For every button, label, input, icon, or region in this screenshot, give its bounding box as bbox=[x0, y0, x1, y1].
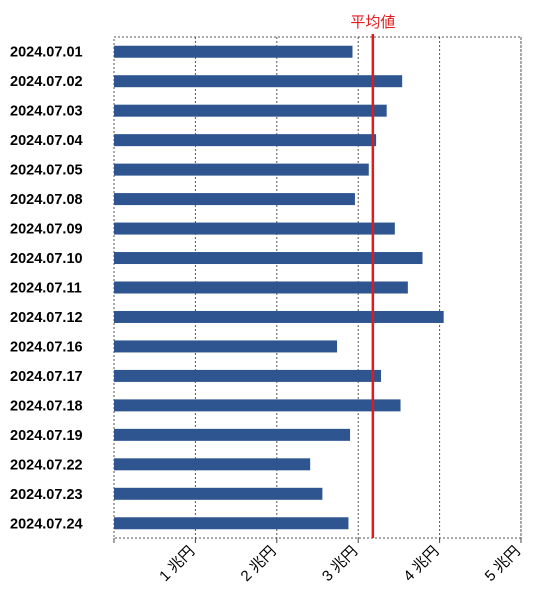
category-label: 2024.07.10 bbox=[10, 251, 83, 267]
category-label: 2024.07.08 bbox=[10, 192, 83, 208]
bar bbox=[114, 75, 403, 88]
category-label: 2024.07.09 bbox=[10, 222, 83, 238]
category-label: 2024.07.03 bbox=[10, 104, 83, 120]
bar bbox=[114, 340, 338, 353]
category-label: 2024.07.18 bbox=[10, 398, 83, 414]
bar bbox=[114, 310, 444, 323]
bar bbox=[114, 222, 395, 235]
x-tick-label: 2 兆円 bbox=[238, 543, 280, 585]
category-label: 2024.07.17 bbox=[10, 369, 83, 385]
x-tick-label: 4 兆円 bbox=[400, 543, 442, 585]
bar bbox=[114, 45, 353, 58]
bar bbox=[114, 163, 369, 176]
category-label: 2024.07.02 bbox=[10, 74, 83, 90]
x-tick-label: 1 兆円 bbox=[156, 543, 198, 585]
category-label: 2024.07.05 bbox=[10, 163, 83, 179]
x-tick-label: 5 兆円 bbox=[482, 543, 524, 585]
bar bbox=[114, 252, 423, 265]
category-label: 2024.07.12 bbox=[10, 310, 83, 326]
bar bbox=[114, 428, 351, 441]
category-label: 2024.07.01 bbox=[10, 45, 83, 61]
category-label: 2024.07.22 bbox=[10, 457, 83, 473]
bar bbox=[114, 487, 323, 500]
average-line-label: 平均値 bbox=[350, 14, 395, 31]
category-label: 2024.07.23 bbox=[10, 487, 83, 503]
category-label: 2024.07.19 bbox=[10, 428, 83, 444]
bar bbox=[114, 517, 349, 530]
bar bbox=[114, 193, 355, 206]
bar bbox=[114, 369, 381, 382]
category-label: 2024.07.11 bbox=[10, 281, 82, 297]
bar bbox=[114, 281, 408, 294]
category-label: 2024.07.04 bbox=[10, 133, 83, 149]
bar bbox=[114, 399, 401, 412]
bar bbox=[114, 104, 387, 117]
bar bbox=[114, 458, 311, 471]
category-label: 2024.07.24 bbox=[10, 516, 83, 532]
bar bbox=[114, 134, 377, 147]
category-label: 2024.07.16 bbox=[10, 339, 83, 355]
x-tick-label: 3 兆円 bbox=[319, 543, 361, 585]
